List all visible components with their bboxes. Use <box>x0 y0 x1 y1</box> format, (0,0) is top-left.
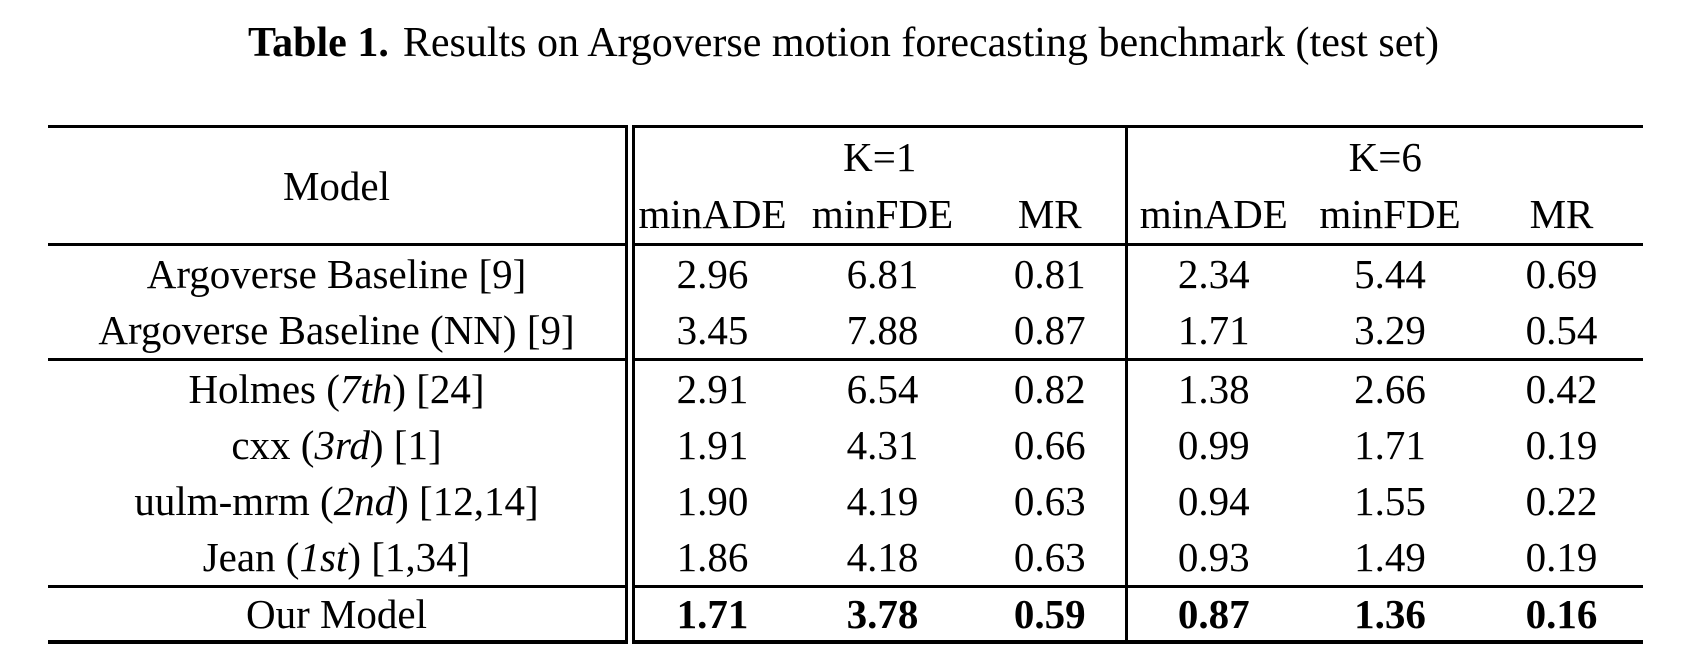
table-caption-label: Table 1. <box>248 20 389 66</box>
value-cell: 0.19 <box>1480 529 1644 588</box>
value-cell: 0.22 <box>1525 478 1598 524</box>
value-cell: 1.91 <box>676 422 749 468</box>
value-cell: 0.69 <box>1525 251 1598 297</box>
value-cell: 5.44 <box>1354 251 1426 297</box>
value-cell: 0.66 <box>975 417 1128 473</box>
value-cell: 0.87 <box>1177 591 1250 637</box>
value-cell: 2.96 <box>676 251 749 297</box>
value-cell: 2.91 <box>676 366 749 412</box>
model-rank: 2nd <box>333 478 396 524</box>
value-cell: 1.71 <box>676 591 749 637</box>
table-header: Model K=1 K=6 minADE minFDE MR minADE mi… <box>48 126 1644 246</box>
model-cell: Our Model <box>48 586 635 642</box>
table-row-argoverse-baseline: Argoverse Baseline [9] 2.96 6.81 0.81 2.… <box>48 244 1643 302</box>
model-rank: 1st <box>299 534 348 580</box>
value-cell: 1.55 <box>1354 478 1426 524</box>
value-cell: 1.38 <box>1177 366 1250 412</box>
model-cell: Holmes (7th) [24] <box>48 359 635 417</box>
model-cell: cxx (3rd) [1] <box>48 417 635 473</box>
model-name: Jean ( <box>202 534 300 580</box>
column-group-k6: K=6 <box>1348 133 1422 180</box>
value-cell: 0.87 <box>975 302 1128 361</box>
value-cell: 1.36 <box>1354 591 1426 637</box>
table-caption: Table 1. Results on Argoverse motion fore… <box>0 16 1687 70</box>
value-cell: 0.19 <box>1525 422 1598 468</box>
table-row-cxx: cxx (3rd) [1] 1.91 4.31 0.66 0.99 1.71 0… <box>48 417 1643 473</box>
value-cell: 3.45 <box>630 302 790 361</box>
model-name: Argoverse Baseline [9] <box>146 251 527 297</box>
model-name: Holmes ( <box>188 366 340 412</box>
value-cell: 4.18 <box>790 529 975 588</box>
model-cell: Argoverse Baseline [9] <box>48 244 635 302</box>
model-refs: ) [1] <box>369 422 442 468</box>
value-cell: 0.63 <box>975 473 1128 529</box>
value-cell: 1.86 <box>630 529 790 588</box>
model-name: uulm-mrm ( <box>134 478 334 524</box>
model-name: Our Model <box>245 591 428 637</box>
header-group-row: Model K=1 K=6 <box>48 126 1643 246</box>
column-header-minfde-k6: minFDE <box>1300 185 1480 246</box>
value-cell: 0.16 <box>1525 591 1598 637</box>
model-cell: Jean (1st) [1,34] <box>48 529 635 588</box>
value-cell: 0.94 <box>1177 478 1250 524</box>
table-row-jean: Jean (1st) [1,34] 1.86 4.18 0.63 0.93 1.… <box>48 529 1644 588</box>
model-rank: 3rd <box>314 422 370 468</box>
value-cell: 3.78 <box>846 591 919 637</box>
value-cell: 6.81 <box>846 251 919 297</box>
header-sub-row: minADE minFDE MR minADE minFDE MR <box>48 185 1644 246</box>
model-name: cxx ( <box>231 422 315 468</box>
table-row-uulm-mrm: uulm-mrm (2nd) [12,14] 1.90 4.19 0.63 0.… <box>48 473 1643 529</box>
model-cell: Argoverse Baseline (NN) [9] <box>48 302 635 361</box>
value-cell: 0.42 <box>1525 366 1598 412</box>
model-refs: ) [24] <box>392 366 485 412</box>
value-cell: 0.93 <box>1126 529 1300 588</box>
model-cell: uulm-mrm (2nd) [12,14] <box>48 473 635 529</box>
column-header-mr-k1: MR <box>975 185 1128 246</box>
value-cell: 0.59 <box>975 586 1128 642</box>
value-cell: 7.88 <box>790 302 975 361</box>
value-cell: 2.34 <box>1177 251 1250 297</box>
value-cell: 4.19 <box>846 478 919 524</box>
column-header-model: Model <box>48 126 635 246</box>
table-row-argoverse-baseline-nn: Argoverse Baseline (NN) [9] 3.45 7.88 0.… <box>48 302 1644 361</box>
table-body: Argoverse Baseline [9] 2.96 6.81 0.81 2.… <box>48 244 1644 642</box>
value-cell: 1.71 <box>1126 302 1300 361</box>
model-name: Argoverse Baseline (NN) [9] <box>98 307 575 353</box>
results-table: Model K=1 K=6 minADE minFDE MR minADE mi… <box>48 125 1644 644</box>
column-header-minade-k6: minADE <box>1126 185 1300 246</box>
column-group-k1: K=1 <box>630 126 1128 185</box>
value-cell: 0.54 <box>1480 302 1644 361</box>
value-cell: 1.49 <box>1300 529 1480 588</box>
column-header-mr-k6: MR <box>1480 185 1644 246</box>
value-cell: 0.82 <box>975 359 1128 417</box>
value-cell: 0.63 <box>975 529 1128 588</box>
model-rank: 7th <box>339 366 393 412</box>
value-cell: 0.81 <box>975 244 1128 302</box>
value-cell: 2.66 <box>1354 366 1426 412</box>
table-caption-text: Results on Argoverse motion forecasting … <box>402 20 1439 66</box>
table-row-our-model: Our Model 1.71 3.78 0.59 0.87 1.36 0.16 <box>48 586 1643 642</box>
value-cell: 3.29 <box>1300 302 1480 361</box>
column-header-minfde-k1: minFDE <box>790 185 975 246</box>
table-row-holmes: Holmes (7th) [24] 2.91 6.54 0.82 1.38 2.… <box>48 359 1643 417</box>
value-cell: 0.99 <box>1177 422 1250 468</box>
value-cell: 6.54 <box>846 366 919 412</box>
value-cell: 1.90 <box>676 478 749 524</box>
model-refs: ) [1,34] <box>347 534 471 580</box>
model-refs: ) [12,14] <box>395 478 539 524</box>
column-header-minade-k1: minADE <box>630 185 790 246</box>
value-cell: 4.31 <box>846 422 919 468</box>
value-cell: 1.71 <box>1354 422 1426 468</box>
